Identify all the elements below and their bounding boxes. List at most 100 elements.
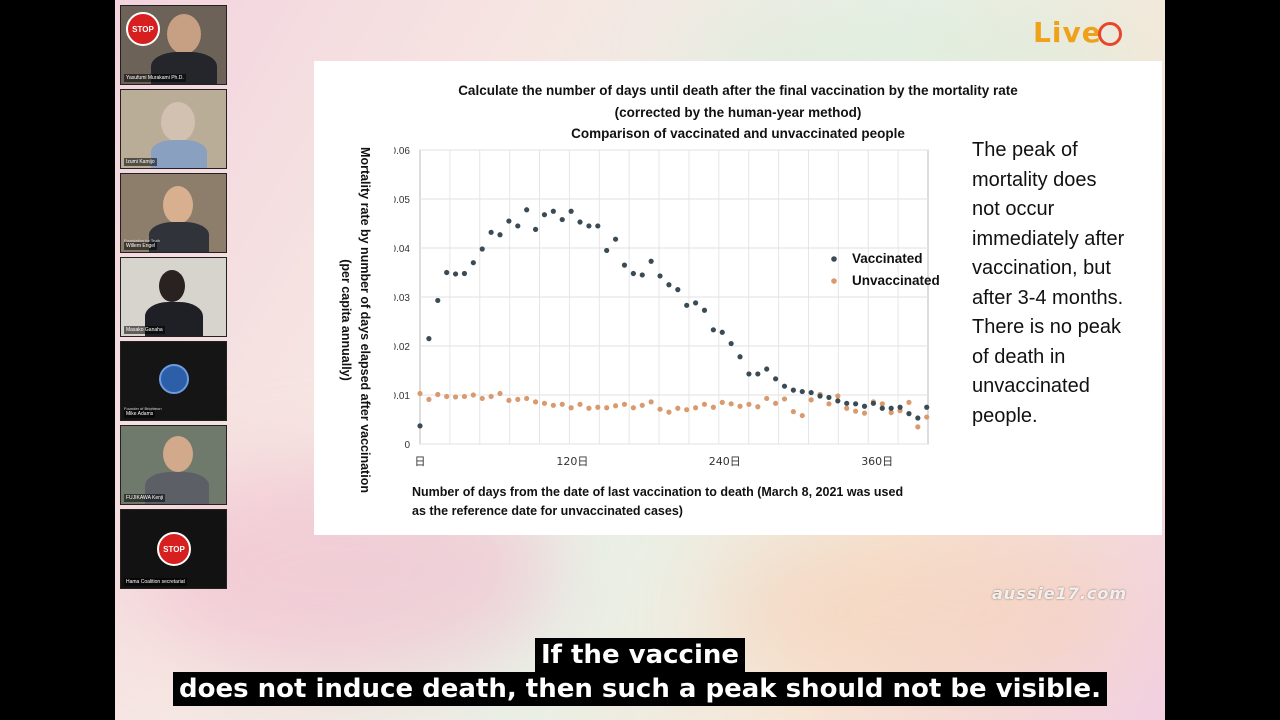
x-axis-label-line: Number of days from the date of last vac… xyxy=(412,485,904,499)
data-point-vaccinated xyxy=(444,269,450,276)
data-point-unvaccinated xyxy=(541,400,548,406)
data-point-unvaccinated xyxy=(666,409,672,415)
participant-tile-1[interactable]: STOP Yasufumi Murakami Ph.D. xyxy=(120,5,227,85)
data-point-unvaccinated xyxy=(826,401,832,407)
participant-name: Hama Coalition secretariat xyxy=(124,578,187,586)
watermark: aussie17.com xyxy=(992,584,1128,603)
data-point-unvaccinated xyxy=(497,390,503,397)
participant-tile-6[interactable]: FUJIKAWA Kenji xyxy=(120,425,227,505)
data-point-vaccinated xyxy=(915,415,921,421)
data-point-unvaccinated xyxy=(506,397,512,403)
data-point-vaccinated xyxy=(488,229,494,235)
data-point-vaccinated xyxy=(595,223,601,229)
x-tick-label: 日 xyxy=(415,455,426,468)
note-line: mortality does xyxy=(972,168,1097,191)
y-tick-label: 0.06 xyxy=(394,146,410,157)
data-point-unvaccinated xyxy=(915,424,921,430)
data-point-unvaccinated xyxy=(586,405,592,411)
data-point-vaccinated xyxy=(781,383,788,389)
participant-tile-4[interactable]: Masako Ganaha xyxy=(120,257,227,337)
stop-badge-icon: STOP xyxy=(126,12,160,46)
legend-marker-vaccinated xyxy=(831,256,837,262)
data-point-vaccinated xyxy=(888,405,894,411)
data-point-vaccinated xyxy=(639,272,645,278)
data-point-vaccinated xyxy=(461,270,468,277)
data-point-unvaccinated xyxy=(853,408,859,414)
data-point-vaccinated xyxy=(692,300,699,306)
data-point-vaccinated xyxy=(630,270,636,277)
data-point-vaccinated xyxy=(515,223,521,229)
data-point-unvaccinated xyxy=(773,400,779,406)
participant-tile-3[interactable]: Foundation for Truth Willem Engel xyxy=(120,173,227,253)
data-point-vaccinated xyxy=(870,400,876,406)
x-axis-label: Number of days from the date of last vac… xyxy=(412,483,972,521)
participant-face xyxy=(161,102,195,142)
data-point-vaccinated xyxy=(853,401,859,407)
data-point-vaccinated xyxy=(764,366,770,372)
y-axis-label: Mortality rate by number of days elapsed… xyxy=(334,120,374,520)
y-axis-label-line: Mortality rate by number of days elapsed… xyxy=(358,147,372,493)
legend-label: Unvaccinated xyxy=(852,273,940,288)
participant-name: Izumi Kamijo xyxy=(124,158,157,166)
data-point-unvaccinated xyxy=(835,393,841,399)
participant-tile-2[interactable]: Izumi Kamijo xyxy=(120,89,227,169)
data-point-vaccinated xyxy=(541,212,548,218)
data-point-vaccinated xyxy=(799,388,805,395)
data-point-unvaccinated xyxy=(435,391,441,398)
data-point-vaccinated xyxy=(684,302,690,308)
data-point-vaccinated xyxy=(924,404,930,410)
data-point-unvaccinated xyxy=(639,402,645,408)
logo-mark-icon xyxy=(1097,22,1122,46)
presentation-slide: Calculate the number of days until death… xyxy=(314,61,1162,535)
participant-tile-7[interactable]: STOP Hama Coalition secretariat xyxy=(120,509,227,589)
data-point-unvaccinated xyxy=(692,405,699,411)
data-point-vaccinated xyxy=(719,329,725,335)
data-point-vaccinated xyxy=(710,327,716,333)
data-point-vaccinated xyxy=(559,216,565,223)
data-point-vaccinated xyxy=(621,262,628,268)
data-point-vaccinated xyxy=(790,387,796,393)
note-line: after 3-4 months. xyxy=(972,286,1124,309)
data-point-unvaccinated xyxy=(719,399,725,405)
data-point-vaccinated xyxy=(879,405,885,411)
note-line: vaccination, but xyxy=(972,257,1111,279)
data-point-vaccinated xyxy=(568,208,574,214)
data-point-unvaccinated xyxy=(879,401,885,407)
note-line: of death in xyxy=(972,345,1066,368)
data-point-vaccinated xyxy=(577,219,583,225)
data-point-unvaccinated xyxy=(479,395,485,402)
legend-marker-unvaccinated xyxy=(831,278,837,284)
subtitle-line-2: does not induce death, then such a peak … xyxy=(0,672,1280,706)
data-point-unvaccinated xyxy=(755,404,761,410)
data-point-vaccinated xyxy=(648,258,654,264)
live-logo: Live xyxy=(1033,16,1122,49)
data-point-vaccinated xyxy=(897,404,903,410)
participant-face xyxy=(163,186,193,224)
data-point-vaccinated xyxy=(675,287,681,293)
data-point-unvaccinated xyxy=(568,405,574,411)
y-tick-label: 0.01 xyxy=(394,391,410,402)
data-point-vaccinated xyxy=(773,376,779,382)
data-point-unvaccinated xyxy=(488,393,494,400)
participant-tile-5[interactable]: Founder of Brighteon Mike Adams xyxy=(120,341,227,421)
slide-title-line: Calculate the number of days until death… xyxy=(458,83,1018,98)
data-point-unvaccinated xyxy=(417,390,423,397)
data-point-unvaccinated xyxy=(906,399,912,405)
note-line: There is no peak xyxy=(972,316,1121,338)
legend-label: Vaccinated xyxy=(852,251,923,266)
data-point-vaccinated xyxy=(470,260,476,266)
slide-title-line: Comparison of vaccinated and unvaccinate… xyxy=(571,126,905,141)
data-point-unvaccinated xyxy=(781,396,788,402)
data-point-vaccinated xyxy=(506,218,512,224)
participant-face xyxy=(159,270,185,302)
data-point-unvaccinated xyxy=(630,405,636,411)
note-line: not occur xyxy=(972,198,1055,220)
data-point-unvaccinated xyxy=(444,393,450,400)
data-point-vaccinated xyxy=(532,226,539,232)
x-tick-label: 360日 xyxy=(861,455,893,468)
data-point-vaccinated xyxy=(808,389,814,396)
data-point-vaccinated xyxy=(479,246,485,252)
data-point-unvaccinated xyxy=(861,410,868,416)
y-tick-label: 0.03 xyxy=(394,293,410,304)
data-point-unvaccinated xyxy=(888,410,894,416)
